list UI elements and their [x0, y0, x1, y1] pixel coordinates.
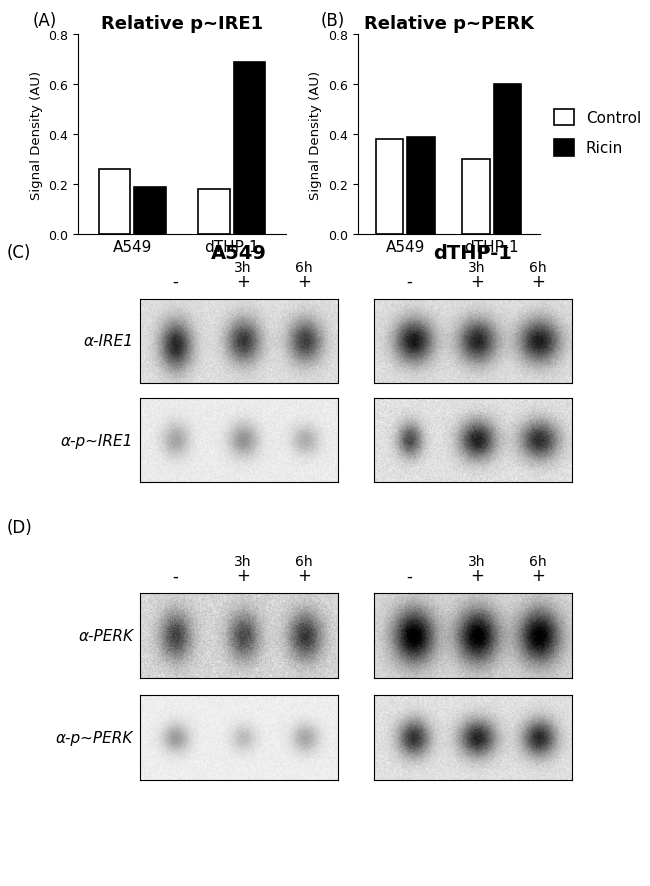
Text: α-PERK: α-PERK: [78, 628, 133, 643]
Text: +: +: [236, 273, 250, 291]
Text: 3h: 3h: [234, 260, 252, 275]
Text: +: +: [531, 273, 545, 291]
Bar: [462, 160, 490, 235]
Text: 3h: 3h: [468, 555, 486, 569]
Text: (B): (B): [321, 12, 345, 29]
Text: α-IRE1: α-IRE1: [83, 334, 133, 349]
Bar: [493, 85, 521, 235]
Text: 6h: 6h: [530, 260, 547, 275]
Text: 3h: 3h: [468, 260, 486, 275]
Y-axis label: Signal Density (AU): Signal Density (AU): [309, 71, 322, 199]
Text: +: +: [470, 567, 484, 585]
Legend: Control, Ricin: Control, Ricin: [554, 109, 641, 157]
Text: 6h: 6h: [296, 555, 313, 569]
Bar: [376, 140, 404, 235]
Text: +: +: [297, 273, 311, 291]
Bar: [407, 137, 435, 235]
Bar: [99, 170, 131, 235]
Text: α-p~IRE1: α-p~IRE1: [61, 433, 133, 448]
Text: 6h: 6h: [296, 260, 313, 275]
Text: (A): (A): [32, 12, 57, 29]
Title: Relative p~PERK: Relative p~PERK: [363, 14, 534, 33]
Title: Relative p~IRE1: Relative p~IRE1: [101, 14, 263, 33]
Text: +: +: [236, 567, 250, 585]
Text: (D): (D): [6, 518, 32, 536]
Text: +: +: [531, 567, 545, 585]
Bar: [135, 188, 166, 235]
Text: +: +: [470, 273, 484, 291]
Text: -: -: [406, 273, 412, 291]
Bar: [198, 190, 229, 235]
Text: α-p~PERK: α-p~PERK: [56, 730, 133, 745]
Text: 6h: 6h: [530, 555, 547, 569]
Y-axis label: Signal Density (AU): Signal Density (AU): [30, 71, 43, 199]
Text: A549: A549: [211, 244, 266, 262]
Text: -: -: [172, 273, 178, 291]
Text: -: -: [172, 567, 178, 585]
Text: 3h: 3h: [234, 555, 252, 569]
Text: +: +: [297, 567, 311, 585]
Text: dTHP-1: dTHP-1: [434, 244, 512, 262]
Text: -: -: [406, 567, 412, 585]
Bar: [233, 63, 265, 235]
Text: (C): (C): [6, 244, 31, 261]
